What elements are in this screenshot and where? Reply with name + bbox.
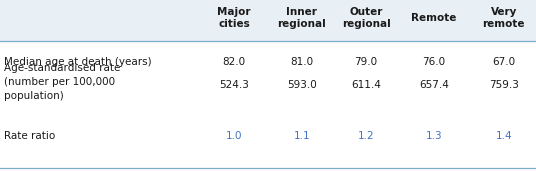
Text: Median age at death (years): Median age at death (years) [4,57,152,67]
Text: 657.4: 657.4 [419,81,449,90]
Text: 79.0: 79.0 [354,57,378,67]
Text: 1.4: 1.4 [495,131,512,141]
Text: 82.0: 82.0 [222,57,246,67]
Text: Remote: Remote [412,13,457,23]
Text: Major
cities: Major cities [218,7,251,29]
Text: Very
remote: Very remote [482,7,525,29]
Text: Outer
regional: Outer regional [342,7,390,29]
Text: 1.1: 1.1 [293,131,310,141]
Text: 1.2: 1.2 [358,131,375,141]
Text: Age-standardised rate
(number per 100,000
population): Age-standardised rate (number per 100,00… [4,63,121,101]
Text: 611.4: 611.4 [351,81,381,90]
Text: 67.0: 67.0 [492,57,516,67]
Text: 81.0: 81.0 [290,57,314,67]
Text: Inner
regional: Inner regional [278,7,326,29]
Text: 76.0: 76.0 [422,57,446,67]
Text: 759.3: 759.3 [489,81,519,90]
Text: Rate ratio: Rate ratio [4,131,56,141]
Text: 1.3: 1.3 [426,131,443,141]
Bar [0,0,536,41]
Text: 524.3: 524.3 [219,81,249,90]
Text: 593.0: 593.0 [287,81,317,90]
Text: 1.0: 1.0 [226,131,242,141]
